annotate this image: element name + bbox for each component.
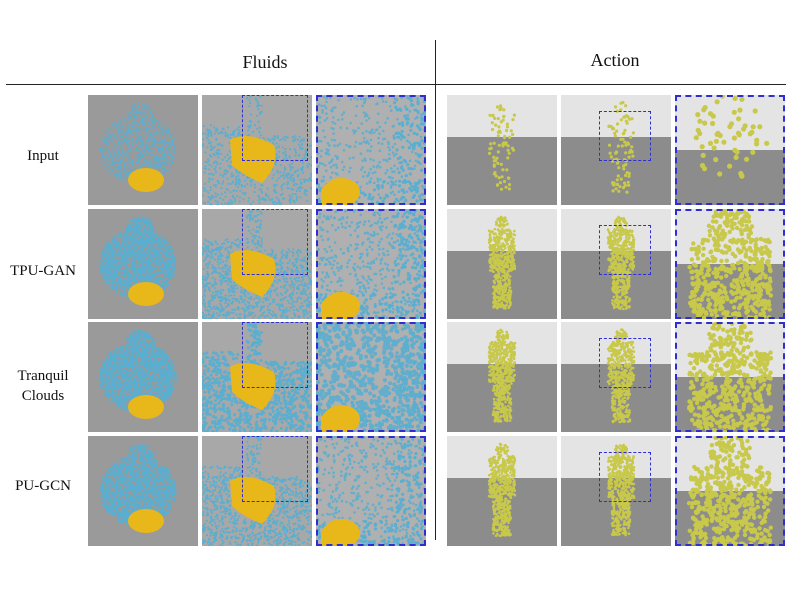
header-rule <box>6 84 786 85</box>
fluids-input-panel-2 <box>202 95 312 205</box>
zoom-region-box <box>242 209 308 275</box>
zoom-view-frame <box>675 209 785 319</box>
zoom-view-frame <box>316 436 426 546</box>
zoom-region-box <box>599 452 651 502</box>
fluids-tranquil-clouds-panel-2 <box>202 322 312 432</box>
fluids-tranquil-clouds-panel-3 <box>316 322 426 432</box>
zoom-view-frame <box>675 322 785 432</box>
zoom-region-box <box>242 95 308 161</box>
action-pu-gcn-panel-2 <box>561 436 671 546</box>
action-tpu-gan-panel-3 <box>675 209 785 319</box>
zoom-view-frame <box>316 95 426 205</box>
zoom-view-frame <box>316 322 426 432</box>
zoom-view-frame <box>316 209 426 319</box>
action-tranquil-clouds-panel-2 <box>561 322 671 432</box>
fluids-pu-gcn-panel-1 <box>88 436 198 546</box>
action-input-panel-2 <box>561 95 671 205</box>
zoom-view-frame <box>675 95 785 205</box>
action-input-panel-1 <box>447 95 557 205</box>
action-tpu-gan-panel-1 <box>447 209 557 319</box>
fluids-tpu-gan-panel-1 <box>88 209 198 319</box>
zoom-region-box <box>599 225 651 275</box>
row-label-tranquil-clouds: Tranquil Clouds <box>17 368 69 404</box>
row-label-tpu-gan: TPU-GAN <box>10 263 76 279</box>
action-input-panel-3 <box>675 95 785 205</box>
zoom-region-box <box>242 322 308 388</box>
action-pu-gcn-panel-1 <box>447 436 557 546</box>
action-tpu-gan-panel-2 <box>561 209 671 319</box>
action-tranquil-clouds-panel-1 <box>447 322 557 432</box>
fluids-pu-gcn-panel-2 <box>202 436 312 546</box>
fluids-input-panel-3 <box>316 95 426 205</box>
fluids-tranquil-clouds-panel-1 <box>88 322 198 432</box>
group-divider <box>435 40 436 540</box>
header-action: Action <box>590 50 640 70</box>
row-label-input: Input <box>27 148 59 164</box>
zoom-region-box <box>599 111 651 161</box>
zoom-region-box <box>599 338 651 388</box>
fluids-tpu-gan-panel-2 <box>202 209 312 319</box>
zoom-region-box <box>242 436 308 502</box>
row-label-pu-gcn: PU-GCN <box>15 478 71 494</box>
header-fluids: Fluids <box>242 52 288 72</box>
action-pu-gcn-panel-3 <box>675 436 785 546</box>
zoom-view-frame <box>675 436 785 546</box>
fluids-input-panel-1 <box>88 95 198 205</box>
